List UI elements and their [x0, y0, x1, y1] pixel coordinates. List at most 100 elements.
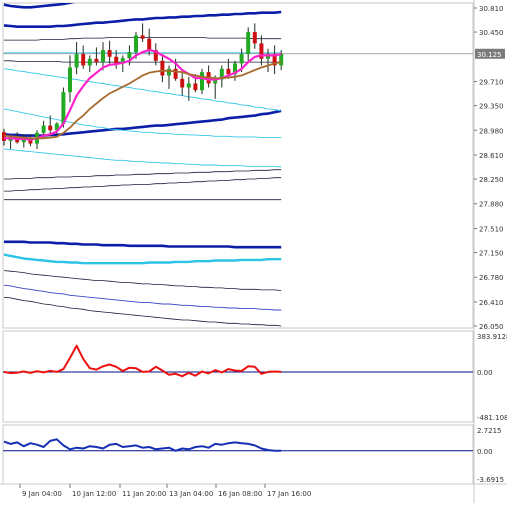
candle	[61, 87, 66, 128]
candle	[272, 45, 277, 75]
candle	[21, 134, 26, 148]
candle	[219, 65, 224, 88]
candle-body	[252, 32, 257, 44]
cyan-band-line-6	[3, 253, 282, 265]
candle-body	[74, 54, 79, 68]
candle	[101, 42, 105, 71]
navy-band-line-5	[4, 240, 282, 249]
candle-body	[28, 138, 33, 144]
price-overlays	[3, 3, 473, 327]
price-tick-label: 26.780	[479, 274, 504, 282]
candle	[186, 76, 191, 101]
candle-body	[87, 58, 92, 66]
candle-body	[41, 125, 46, 133]
candle-body	[114, 56, 119, 64]
oscillator-1-tick-label: 383.9128	[477, 333, 507, 341]
candle	[68, 55, 72, 103]
candle	[127, 45, 132, 66]
candle-body	[107, 50, 112, 57]
time-tick-label: 16 Jan 08:00	[218, 490, 262, 498]
candle-body	[81, 54, 86, 66]
price-tick-label: 28.980	[479, 127, 504, 135]
candle-body	[54, 123, 59, 131]
thin-cyan-line-13	[3, 148, 282, 168]
price-tick-label: 30.450	[479, 29, 504, 37]
oscillator-1-frame	[2, 330, 474, 423]
price-tick-label: 28.250	[479, 176, 504, 184]
time-tick-label: 13 Jan 04:00	[169, 490, 213, 498]
thin-dark-line-15	[4, 177, 282, 192]
oscillator-1-tick-label: -481.108	[477, 414, 507, 422]
current-price-box	[475, 48, 505, 59]
candle-body	[101, 50, 105, 63]
time-tick-label: 17 Jan 16:00	[267, 490, 311, 498]
candle-body	[68, 67, 72, 93]
oscillator-2-tick-label: 0.00	[477, 448, 493, 456]
candle	[259, 35, 264, 66]
candle-body	[246, 32, 251, 55]
candle-body	[167, 68, 171, 76]
candle	[81, 45, 86, 69]
oscillator-2-line	[3, 438, 282, 452]
oscillator-1-tick-label: 0.00	[477, 369, 493, 377]
candle-body	[94, 58, 99, 63]
candle	[87, 55, 92, 73]
thin-dark-line-14	[4, 169, 282, 180]
thin-dark-line-17	[3, 270, 282, 291]
candle	[94, 47, 99, 66]
candle-body	[233, 63, 237, 75]
candle-body	[147, 38, 152, 51]
time-tick-label: 9 Jan 04:00	[22, 490, 62, 498]
price-tick-label: 30.810	[479, 5, 504, 13]
candles	[2, 23, 284, 149]
axes: 30.810 30.450 30.125 29.710 29.350 28.980 28.6…	[19, 5, 507, 498]
price-tick-label: 27.510	[479, 225, 504, 233]
candle-body	[21, 138, 26, 143]
candle-body	[219, 68, 224, 80]
fast-moving-average	[4, 48, 282, 141]
time-tick-label: 10 Jan 12:00	[72, 490, 116, 498]
candle-body	[272, 54, 277, 66]
candle-body	[173, 68, 178, 79]
candle-body	[153, 50, 158, 61]
price-tick-label: 29.710	[479, 78, 504, 86]
candle	[180, 72, 185, 96]
navy-band-line-3	[3, 10, 282, 29]
oscillator-1-line	[3, 344, 282, 378]
thin-blue-line-18	[3, 284, 282, 311]
candle	[140, 23, 145, 43]
moving-averages	[3, 48, 282, 141]
candle	[246, 27, 251, 61]
oscillator-2-tick-label: 2.7215	[477, 427, 502, 435]
candle-body	[239, 54, 244, 64]
candle	[74, 42, 79, 75]
candle-body	[193, 83, 198, 91]
price-tick-label: 26.410	[479, 299, 504, 307]
slow-moving-average	[3, 61, 282, 140]
oscillator-1-panel	[3, 344, 473, 378]
candle	[252, 23, 257, 49]
price-tick-label: 28.610	[479, 152, 504, 160]
candle-body	[140, 35, 145, 39]
candle	[160, 54, 165, 83]
candle-body	[279, 53, 284, 66]
oscillator-2-panel	[3, 438, 473, 452]
price-tick-label: 26.050	[479, 323, 504, 331]
candle-body	[213, 79, 218, 84]
candle-body	[134, 35, 138, 53]
candle-body	[48, 125, 53, 131]
candle	[167, 65, 171, 89]
navy-band-line-2	[3, 3, 75, 9]
current-price-label: 30.125	[477, 51, 502, 59]
price-tick-label: 27.880	[479, 201, 504, 209]
price-tick-label: 29.350	[479, 103, 504, 111]
candle-body	[226, 68, 231, 75]
oscillator-2-tick-label: -3.6915	[477, 476, 504, 484]
candle	[114, 50, 119, 69]
candle-body	[127, 52, 132, 59]
candle-body	[180, 78, 185, 88]
